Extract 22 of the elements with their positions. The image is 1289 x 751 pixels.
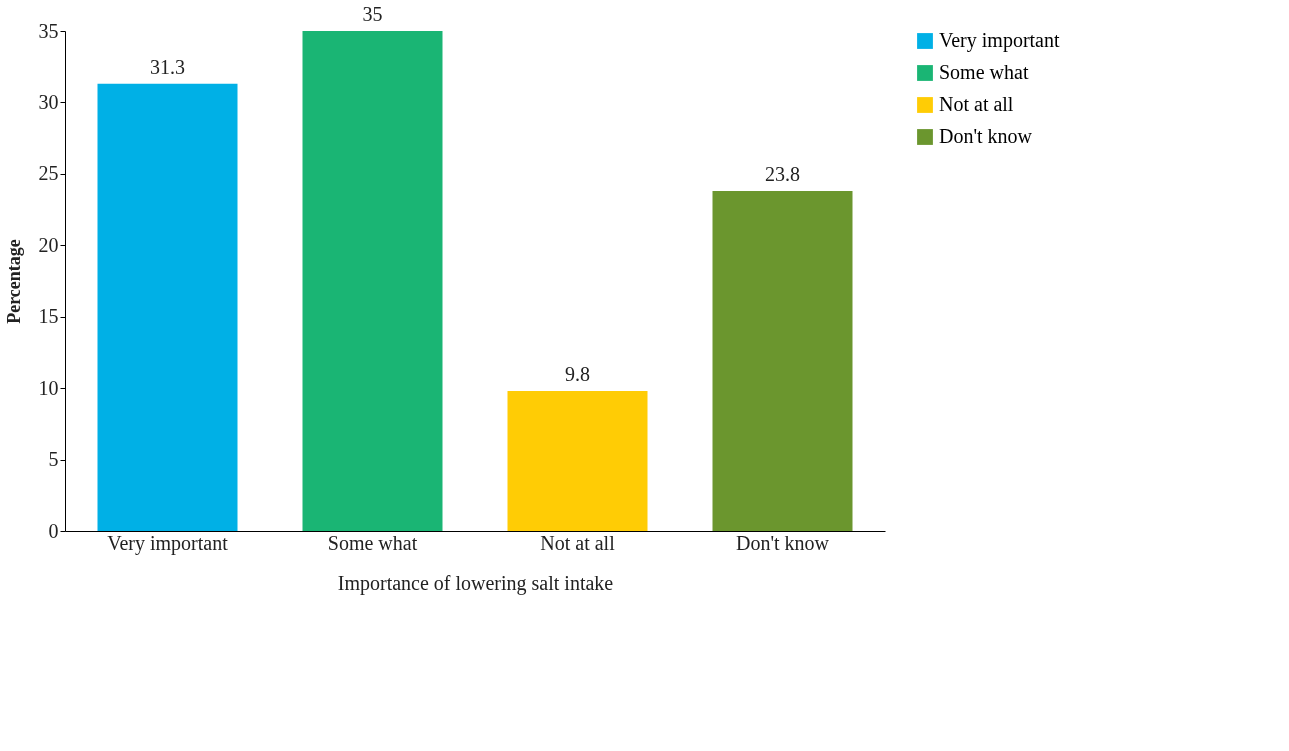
y-tick-label: 35 bbox=[38, 19, 59, 42]
legend-label: Some what bbox=[939, 61, 1029, 83]
y-tick-label: 10 bbox=[38, 376, 59, 399]
x-tick-label: Not at all bbox=[540, 531, 616, 554]
data-label: 35 bbox=[362, 3, 383, 25]
y-tick-label: 15 bbox=[38, 305, 59, 328]
y-tick-label: 5 bbox=[48, 448, 59, 471]
y-tick-label: 25 bbox=[38, 162, 59, 185]
y-tick-label: 30 bbox=[38, 90, 59, 113]
legend-label: Very important bbox=[939, 29, 1060, 52]
legend-label: Not at all bbox=[939, 93, 1014, 115]
data-label: 9.8 bbox=[565, 363, 590, 385]
x-tick-label: Very important bbox=[107, 531, 229, 555]
data-label: 31.3 bbox=[150, 55, 185, 78]
x-axis-title: Importance of lowering salt intake bbox=[337, 571, 614, 595]
legend-label: Don't know bbox=[939, 125, 1033, 147]
data-label: 23.8 bbox=[765, 163, 800, 185]
y-axis-title: Percentage bbox=[3, 239, 24, 324]
y-tick-label: 20 bbox=[38, 233, 59, 256]
y-tick-label: 0 bbox=[48, 519, 59, 542]
x-tick-label: Some what bbox=[327, 531, 418, 554]
x-tick-label: Don't know bbox=[735, 531, 830, 554]
